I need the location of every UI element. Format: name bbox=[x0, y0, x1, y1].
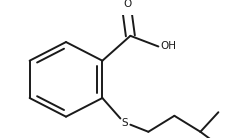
Text: OH: OH bbox=[160, 42, 176, 51]
Text: O: O bbox=[123, 0, 132, 9]
Text: S: S bbox=[121, 118, 128, 128]
